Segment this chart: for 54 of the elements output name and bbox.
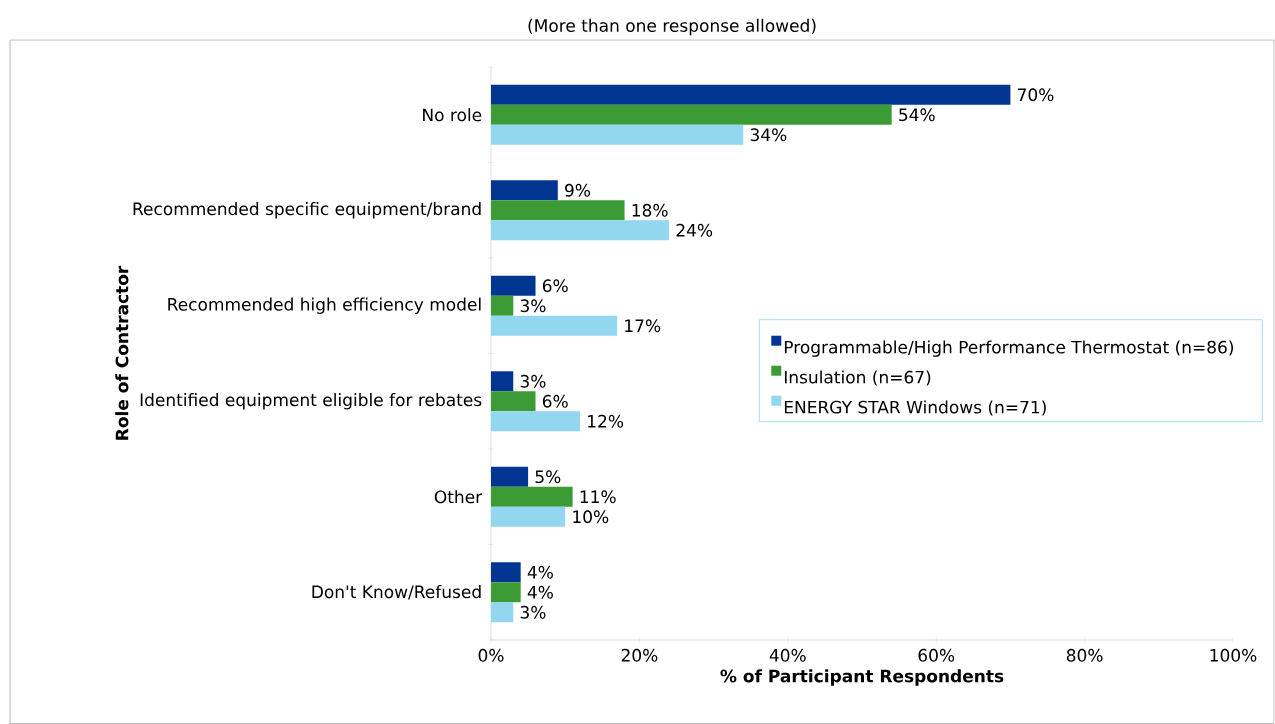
bar <box>491 200 625 221</box>
y-tick-label: Recommended specific equipment/brand <box>133 202 481 219</box>
bar <box>491 562 521 583</box>
x-tick-label: 80% <box>1066 648 1103 662</box>
x-tick-label: 0% <box>478 648 504 662</box>
y-tick-label: Recommended high efficiency model <box>168 297 481 314</box>
bar <box>491 466 529 487</box>
data-label: 6% <box>542 394 568 408</box>
legend-label: Insulation (n=67) <box>784 370 931 386</box>
x-tick-label: 20% <box>621 648 658 662</box>
data-label: 17% <box>625 319 661 333</box>
y-axis-title: Role of Contractor <box>115 265 129 440</box>
bar <box>491 602 514 623</box>
x-axis-title: % of Participant Respondents <box>720 669 1004 686</box>
bar <box>491 315 618 336</box>
data-label: 54% <box>899 108 935 122</box>
bar <box>491 295 514 316</box>
data-label: 70% <box>1018 88 1054 102</box>
y-tick-label: Other <box>434 490 483 504</box>
data-label: 3% <box>520 605 546 619</box>
data-label: 5% <box>535 470 561 484</box>
bar <box>491 411 581 432</box>
data-label: 9% <box>565 183 591 197</box>
data-label: 3% <box>520 299 546 313</box>
data-label: 3% <box>520 374 546 388</box>
data-label: 24% <box>676 223 713 237</box>
bar <box>491 582 521 603</box>
x-tick-label: 40% <box>769 648 806 662</box>
x-tick-label: 100% <box>1210 648 1257 662</box>
bar <box>491 220 670 241</box>
data-label: 18% <box>632 203 668 217</box>
y-tick-label: No role <box>423 108 482 122</box>
x-tick-label: 60% <box>918 648 955 662</box>
bar <box>491 84 1011 105</box>
y-tick-label: Don't Know/Refused <box>312 585 481 600</box>
chart-title: (More than one response allowed) <box>528 18 816 36</box>
data-label: 4% <box>527 565 553 579</box>
data-label: 6% <box>542 279 568 293</box>
legend-label: ENERGY STAR Windows (n=71) <box>784 400 1046 416</box>
legend-label: Programmable/High Performance Thermostat (n=86) <box>784 340 1234 357</box>
data-label: 10% <box>573 510 609 524</box>
bar <box>491 180 558 201</box>
bar <box>491 391 536 412</box>
bar <box>491 275 536 296</box>
data-label: 34% <box>750 128 787 142</box>
data-label: 4% <box>527 585 553 599</box>
bar <box>491 486 573 507</box>
data-label: 12% <box>588 414 624 428</box>
bar <box>491 506 566 527</box>
bar <box>491 124 744 145</box>
data-label: 11% <box>580 490 616 504</box>
bar <box>491 371 514 392</box>
y-tick-label: Identified equipment eligible for rebates <box>140 393 482 410</box>
bar <box>491 104 892 125</box>
